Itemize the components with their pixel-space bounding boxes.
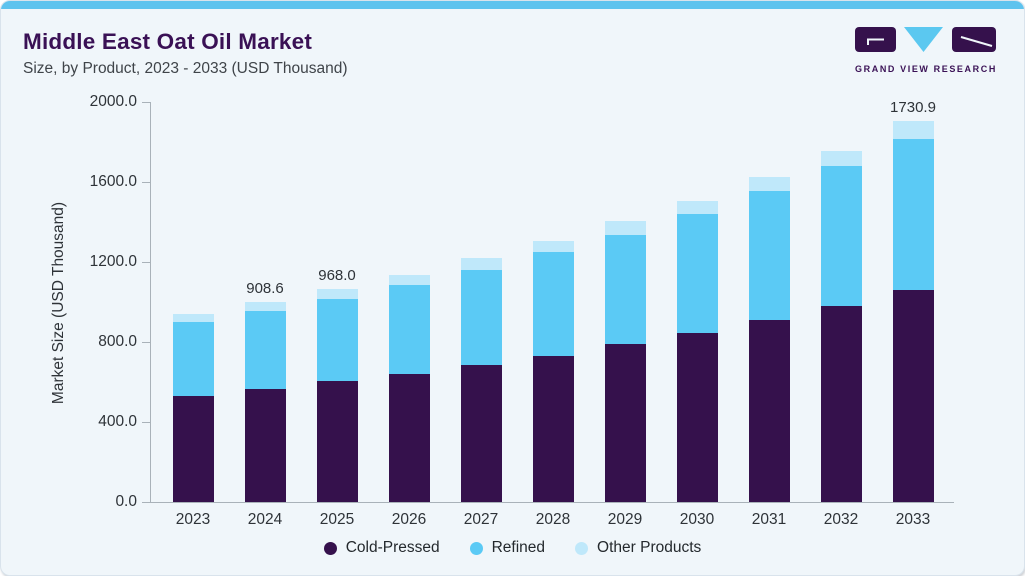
bar-2026-segment-other-products [388,274,430,285]
x-tick-2027: 2027 [463,511,499,528]
bar-2028-segment-refined [532,252,574,356]
legend-item-other-products: Other Products [575,539,701,557]
x-tick-2023: 2023 [175,511,211,528]
y-tick-mark-2000.0 [142,101,150,103]
logo-mark-r-glyph [960,36,993,47]
bar-2033-segment-cold-pressed [892,289,934,502]
legend-item-refined: Refined [469,539,546,557]
gvr-logo: GRAND VIEW RESEARCH [855,27,997,74]
bar-2023 [172,313,214,502]
bar-2023-segment-refined [172,322,214,396]
bar-2026-segment-cold-pressed [388,373,430,502]
bar-2025-segment-cold-pressed [316,381,358,502]
y-tick-mark-1600.0 [142,181,150,183]
bar-2029-segment-other-products [604,221,646,235]
bar-2027-segment-cold-pressed [460,365,502,502]
y-tick-mark-1200.0 [142,261,150,263]
legend-label-refined: Refined [491,539,546,556]
bar-2033-segment-refined [892,138,934,290]
bar-2031-segment-other-products [748,177,790,192]
y-tick-mark-800.0 [142,341,150,343]
legend-label-other-products: Other Products [597,539,702,556]
logo-mark-r [952,27,996,52]
bar-2024: 908.6 [244,280,286,502]
y-tick-mark-400.0 [142,421,150,423]
y-tick-label-800.0: 800.0 [98,333,137,350]
x-tick-2029: 2029 [607,511,643,528]
logo-text: GRAND VIEW RESEARCH [855,64,997,74]
bar-2033: 1730.9 [890,99,936,502]
legend-label-cold-pressed: Cold-Pressed [345,539,440,556]
x-tick-2024: 2024 [247,511,283,528]
y-tick-label-1200.0: 1200.0 [89,253,137,270]
bar-label-2025: 968.0 [318,266,356,284]
bar-label-2024: 908.6 [246,279,284,297]
bar-2031 [748,177,790,502]
bar-2033-segment-other-products [892,120,934,139]
y-tick-label-1600.0: 1600.0 [89,173,137,190]
x-tick-2032: 2032 [823,511,859,528]
y-tick-label-0.0: 0.0 [115,493,137,510]
bar-2031-segment-refined [748,191,790,321]
bar-2030-segment-refined [676,213,718,333]
y-axis-title: Market Size (USD Thousand) [50,201,67,405]
bar-2025-segment-refined [316,298,358,382]
top-accent-bar [1,1,1024,9]
legend-item-cold-pressed: Cold-Pressed [323,539,440,557]
bar-2029 [604,221,646,502]
bar-2025: 968.0 [316,267,358,502]
bar-2025-segment-other-products [316,288,358,299]
bar-2031-segment-cold-pressed [748,320,790,502]
bar-2026-segment-refined [388,284,430,374]
logo-mark-v [904,27,943,52]
bar-2027-segment-refined [460,269,502,366]
bar-2024-segment-other-products [244,301,286,312]
legend: Cold-Pressed Refined Other Products [1,539,1024,557]
x-tick-2031: 2031 [751,511,787,528]
plot-area: 0.0 400.0 800.0 1200.0 1600.0 2000.0 2023 908.6… [90,93,954,528]
bar-2030-segment-other-products [676,200,718,214]
bar-2027-segment-other-products [460,257,502,270]
x-tick-2033: 2033 [895,511,931,528]
logo-mark-g-glyph [867,38,884,45]
bar-2030 [676,200,718,502]
bar-2026 [388,274,430,502]
x-tick-2026: 2026 [391,511,427,528]
y-tick-label-400.0: 400.0 [98,413,137,430]
legend-dot-refined [469,541,483,555]
x-tick-2025: 2025 [319,511,355,528]
bar-2030-segment-cold-pressed [676,332,718,502]
bar-2029-segment-refined [604,234,646,344]
bar-2027 [460,257,502,502]
gvr-logo-marks [855,27,996,52]
chart-subtitle: Size, by Product, 2023 - 2033 (USD Thous… [23,60,348,77]
x-tick-2028: 2028 [535,511,571,528]
bar-2032-segment-other-products [820,151,862,167]
bar-2028-segment-other-products [532,240,574,253]
x-tick-2030: 2030 [679,511,715,528]
y-tick-label-2000.0: 2000.0 [89,93,137,110]
chart-title: Middle East Oat Oil Market [23,29,313,54]
bar-2029-segment-cold-pressed [604,343,646,502]
bar-2023-segment-cold-pressed [172,395,214,502]
bar-2032-segment-refined [820,166,862,307]
y-tick-mark-0.0 [142,501,150,503]
bar-2032-segment-cold-pressed [820,306,862,502]
bar-2028-segment-cold-pressed [532,355,574,502]
bar-label-2033: 1730.9 [890,98,936,116]
bar-2028 [532,240,574,502]
bar-2024-segment-cold-pressed [244,388,286,502]
bar-2024-segment-refined [244,311,286,389]
bar-2032 [820,151,862,502]
legend-dot-cold-pressed [323,541,337,555]
legend-dot-other-products [575,541,589,555]
bar-2023-segment-other-products [172,313,214,323]
